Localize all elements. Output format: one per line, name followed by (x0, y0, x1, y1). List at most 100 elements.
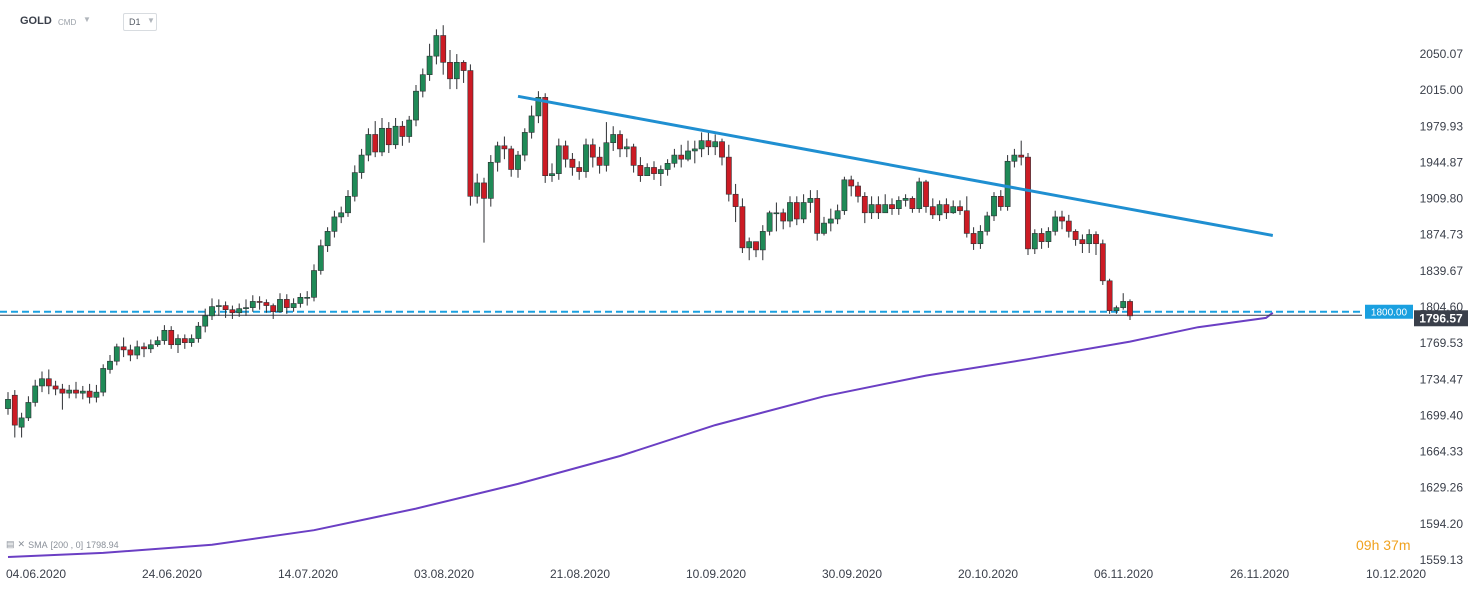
candle-down (719, 141, 725, 158)
candle-up (623, 146, 630, 150)
candle-up (759, 231, 766, 251)
candle-down (11, 394, 18, 426)
candle-up (358, 154, 365, 173)
candle-up (494, 145, 501, 163)
candle-up (834, 210, 841, 220)
timeframe-select[interactable]: D1 ▼ (123, 13, 157, 31)
candle-up (691, 148, 698, 152)
candle-up (297, 297, 304, 304)
candle-up (317, 245, 324, 271)
current-price-tag-label: 1796.57 (1419, 311, 1463, 325)
candle-down (637, 165, 644, 176)
candle-down (447, 62, 453, 80)
candle-up (154, 340, 161, 346)
candle-up (379, 127, 385, 153)
category-label: CMD (58, 18, 77, 27)
candle-up (426, 55, 433, 75)
candle-up (984, 215, 991, 232)
candle-up (1052, 216, 1059, 232)
candle-down (630, 146, 637, 166)
candle-up (25, 402, 32, 419)
y-tick-label: 1664.33 (1420, 445, 1464, 459)
candle-up (113, 346, 120, 362)
candle-down (923, 181, 929, 207)
x-tick-label: 06.11.2020 (1094, 567, 1153, 581)
candle-down (127, 349, 134, 356)
candle-down (963, 210, 970, 234)
candle-down (848, 179, 855, 187)
candle-up (18, 417, 25, 428)
candle-up (515, 154, 521, 170)
candle-up (535, 97, 542, 117)
x-tick-label: 21.08.2020 (550, 567, 610, 581)
candle-up (528, 115, 535, 133)
candle-down (576, 167, 583, 172)
candle-up (311, 270, 317, 298)
candle-down (229, 309, 236, 314)
y-tick-label: 1979.93 (1420, 119, 1464, 133)
candle-down (385, 127, 392, 146)
candle-down (875, 204, 882, 214)
candle-down (45, 378, 52, 387)
candle-down (1093, 234, 1099, 245)
candle-down (1065, 220, 1072, 232)
candle-up (746, 241, 753, 249)
candle-down (460, 62, 467, 71)
candle-down (651, 167, 657, 174)
y-tick-label: 2050.07 (1420, 47, 1464, 61)
chart-toolbar: GOLD CMD ▼ D1 ▼ (0, 0, 1482, 40)
candle-up (827, 218, 834, 224)
sma-indicator-legend[interactable]: ▤ ✕ SMA [200 , 0] 1798.94 (6, 539, 119, 550)
candle-up (1004, 160, 1011, 207)
x-tick-label: 04.06.2020 (6, 567, 66, 581)
symbol-dropdown-icon[interactable]: ▼ (83, 15, 91, 24)
y-tick-label: 1734.47 (1420, 372, 1464, 386)
candle-up (351, 172, 358, 197)
candle-up (991, 196, 997, 217)
candle-down (1038, 233, 1045, 242)
candle-down (929, 206, 936, 216)
candle-down (562, 145, 569, 160)
candle-up (1113, 307, 1120, 312)
candle-down (1072, 231, 1079, 240)
candle-up (32, 385, 39, 403)
countdown-hours: 09 (1356, 537, 1372, 553)
candle-up (1120, 301, 1127, 308)
candle-down (739, 206, 746, 249)
current-price-tag (1414, 310, 1468, 327)
symbol-label[interactable]: GOLD (20, 15, 52, 27)
candle-down (753, 241, 759, 251)
candle-up (950, 206, 957, 214)
candle-up (698, 140, 705, 150)
trendline[interactable] (517, 94, 1274, 237)
candle-down (120, 346, 127, 351)
candle-down (52, 385, 59, 390)
candle-down (501, 145, 508, 150)
candle-up (1031, 233, 1038, 250)
level-price-tag (1365, 304, 1413, 319)
candle-down (263, 302, 270, 306)
candle-up (249, 301, 256, 308)
candle-up (657, 169, 664, 174)
candle-down (814, 198, 821, 234)
candle-down (222, 305, 229, 310)
candle-down (168, 329, 175, 346)
candle-up (338, 212, 345, 218)
indicator-menu-icon[interactable]: ▤ (6, 539, 15, 549)
candle-up (766, 212, 773, 232)
candle-up (100, 368, 107, 393)
close-icon[interactable]: ✕ (17, 539, 26, 549)
candle-down (467, 70, 474, 197)
candle-down (73, 389, 79, 394)
candle-up (787, 202, 793, 222)
candle-down (617, 134, 623, 150)
candle-down (855, 185, 861, 197)
x-tick-label: 14.07.2020 (278, 567, 338, 581)
candle-down (141, 346, 147, 350)
candle-down (705, 140, 712, 148)
candle-up (419, 74, 426, 92)
candle-up (1045, 231, 1052, 242)
candle-up (134, 346, 141, 356)
candle-down (86, 390, 93, 398)
